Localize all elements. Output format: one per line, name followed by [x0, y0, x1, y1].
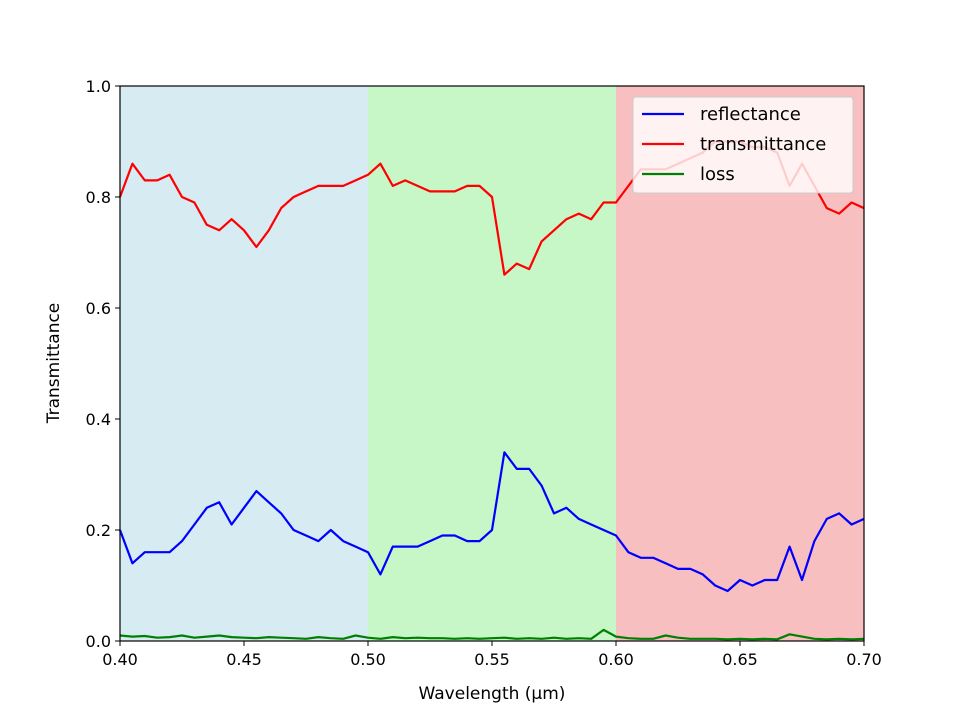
x-axis-label: Wavelength (µm) [419, 684, 566, 704]
legend-label-loss: loss [700, 164, 735, 185]
series-line-loss [119, 628, 865, 641]
x-axis-ticks: 0.40 0.45 0.50 0.55 0.60 0.65 0.70 [102, 641, 882, 669]
x-tick-label: 0.70 [846, 650, 882, 669]
x-tick-label: 0.55 [474, 650, 510, 669]
x-tick-label: 0.65 [722, 650, 758, 669]
y-tick-label: 0.0 [86, 632, 111, 651]
x-tick-label: 0.50 [350, 650, 386, 669]
legend-box [632, 96, 854, 194]
y-axis-ticks: 0.0 0.2 0.4 0.6 0.8 1.0 [86, 77, 120, 651]
x-tick-label: 0.60 [598, 650, 634, 669]
y-tick-label: 1.0 [86, 77, 111, 96]
y-tick-label: 0.4 [86, 410, 111, 429]
x-tick-label: 0.45 [226, 650, 262, 669]
x-tick-label: 0.40 [102, 650, 138, 669]
y-tick-label: 0.8 [86, 188, 111, 207]
series-line-reflectance [118, 451, 865, 593]
legend-label-transmittance: transmittance [700, 134, 826, 155]
legend-label-reflectance: reflectance [700, 104, 801, 125]
band-0 [120, 86, 368, 641]
y-tick-label: 0.2 [86, 521, 111, 540]
y-axis-label: Transmittance [44, 303, 64, 425]
legend: reflectance transmittance loss [632, 96, 854, 194]
band-1 [368, 86, 616, 641]
y-tick-label: 0.6 [86, 299, 111, 318]
